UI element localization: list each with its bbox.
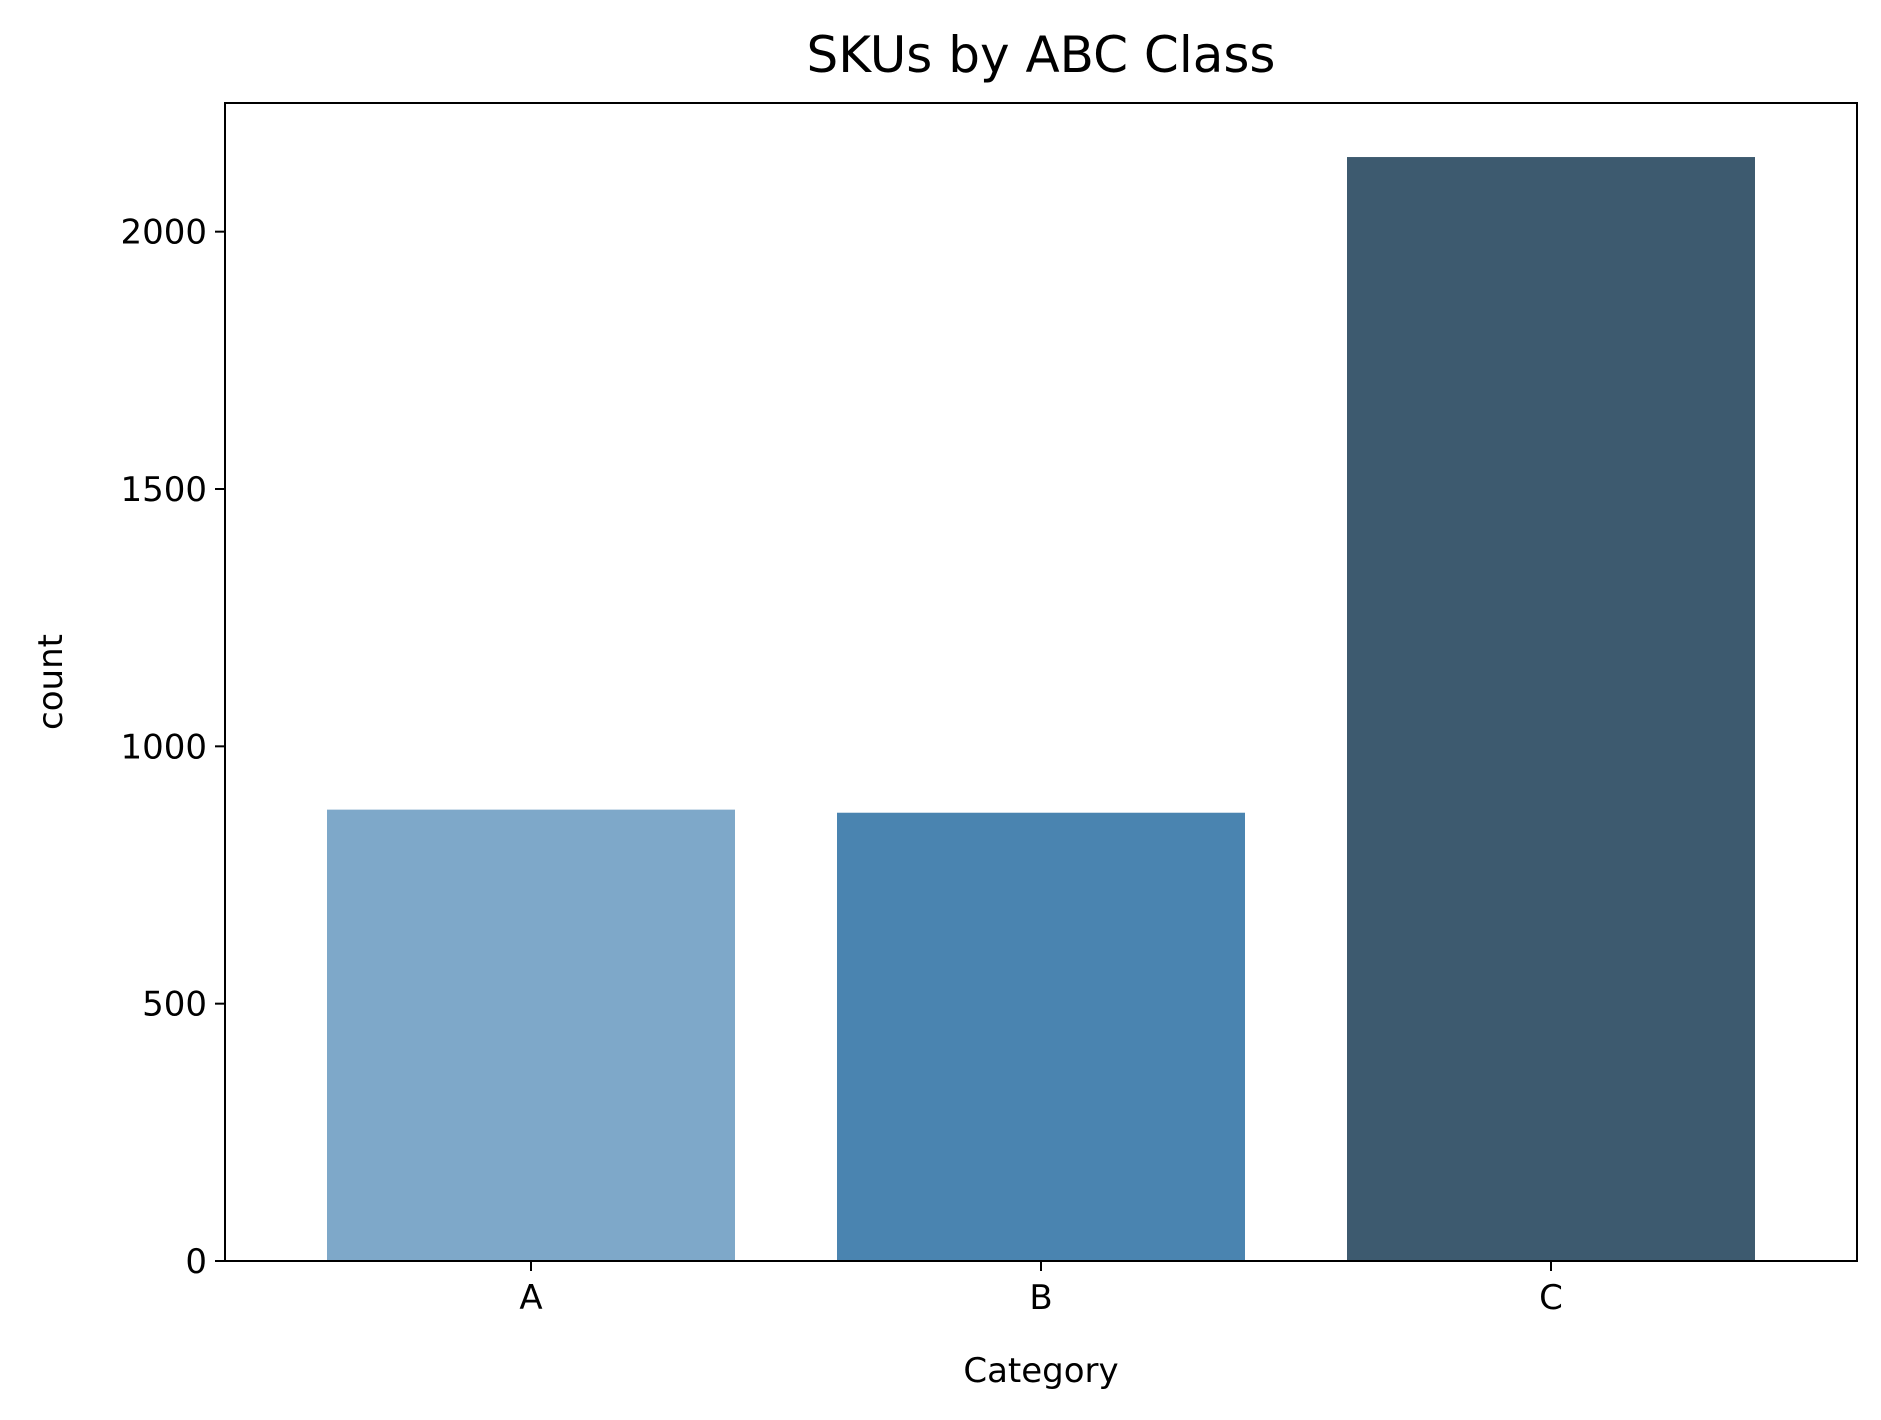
bar-c [1347, 157, 1755, 1261]
x-tick-label: C [1539, 1278, 1563, 1318]
bar-a [327, 809, 735, 1261]
y-tick-label: 2000 [120, 213, 207, 253]
plot-frame [224, 102, 1858, 1262]
y-axis-label: count [31, 634, 71, 730]
y-tick-label: 1500 [120, 470, 207, 510]
y-tick-label: 1000 [120, 727, 207, 767]
x-axis-label: Category [963, 1351, 1118, 1391]
bar-b [837, 812, 1245, 1261]
x-axis-ticks: A B C [519, 1261, 1563, 1318]
chart-title: SKUs by ABC Class [807, 26, 1276, 84]
x-tick-label: B [1029, 1278, 1052, 1318]
y-tick-label: 500 [142, 985, 207, 1025]
y-axis-ticks: 0 500 1000 1500 2000 [120, 213, 225, 1282]
x-tick-label: A [519, 1278, 542, 1318]
bars-layer [327, 157, 1755, 1261]
y-tick-label: 0 [185, 1242, 207, 1282]
